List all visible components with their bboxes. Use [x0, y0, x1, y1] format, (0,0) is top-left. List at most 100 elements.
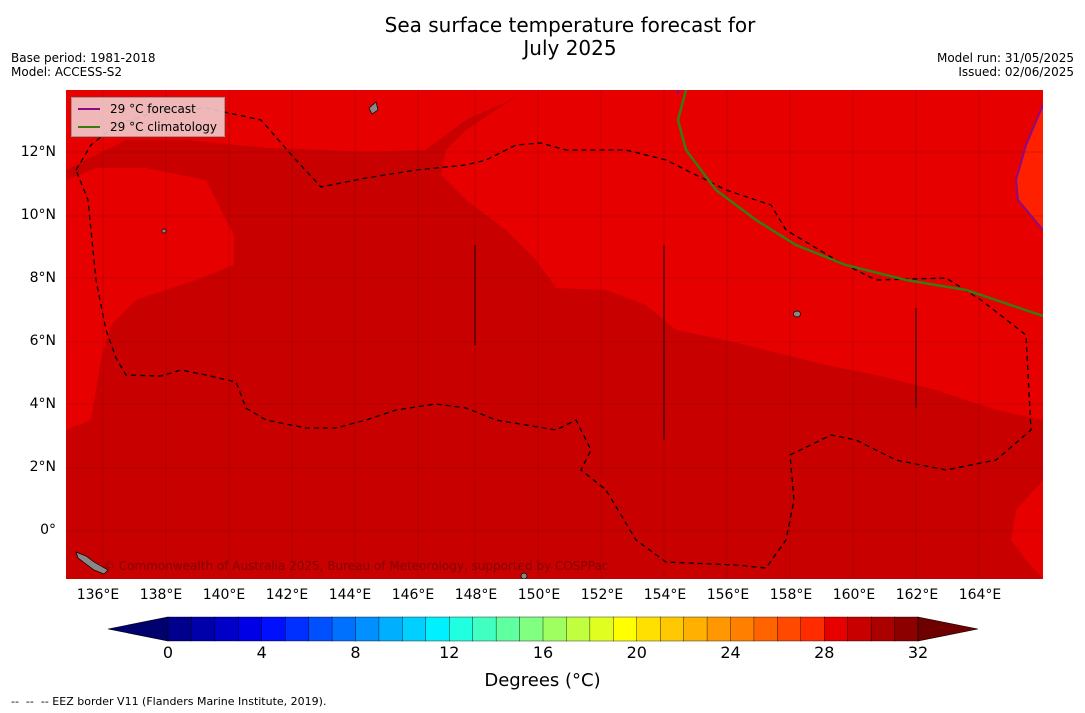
colorbar-segment — [378, 616, 403, 642]
climatology-29-contour — [676, 90, 1043, 318]
colorbar-segment — [238, 616, 263, 642]
colorbar-segment — [472, 616, 497, 642]
base-period: Base period: 1981-2018 — [11, 51, 156, 65]
colorbar-tick-label: 4 — [256, 643, 267, 662]
longitude-tick-label: 138°E — [139, 587, 183, 603]
longitude-tick-label: 152°E — [580, 587, 624, 603]
latitude-tick-label: 10°N — [20, 207, 56, 223]
longitude-tick-label: 162°E — [895, 587, 939, 603]
graticule — [66, 90, 1043, 579]
colorbar-segment — [261, 616, 286, 642]
forecast-29-contour — [1014, 104, 1043, 231]
latitude-tick-label: 4°N — [29, 396, 56, 412]
longitude-tick-label: 150°E — [517, 587, 561, 603]
longitude-tick-label: 158°E — [769, 587, 813, 603]
latitude-tick-label: 0° — [40, 522, 56, 538]
colorbar-segment — [542, 616, 567, 642]
island-pohnpei — [793, 310, 801, 318]
map-title: Sea surface temperature forecast for Jul… — [0, 14, 1085, 60]
colorbar-segment — [214, 616, 239, 642]
eez-footnote: -- -- -- EEZ border V11 (Flanders Marine… — [11, 695, 327, 708]
model-run-date: Model run: 31/05/2025 — [936, 51, 1074, 65]
colorbar-tick-label: 0 — [162, 643, 174, 662]
island-south — [520, 572, 528, 579]
land-masses — [75, 101, 801, 579]
map-legend: 29 °C forecast 29 °C climatology — [71, 97, 225, 137]
colorbar-tick-label: 20 — [626, 643, 647, 662]
sst-zone-hot-east — [1016, 105, 1043, 230]
colorbar-segment — [800, 616, 825, 642]
colorbar-svg — [107, 616, 979, 642]
colorbar-segment — [167, 616, 192, 642]
sst-zone-southeast — [1011, 480, 1043, 579]
colorbar-under-arrow — [107, 616, 169, 642]
colorbar-segment — [425, 616, 450, 642]
colorbar-tick-label: 8 — [350, 643, 361, 662]
colorbar-tick-label: 12 — [439, 643, 460, 662]
colorbar-label: Degrees (°C) — [484, 670, 601, 691]
longitude-tick-label: 160°E — [832, 587, 876, 603]
model-name: Model: ACCESS-S2 — [11, 65, 123, 79]
sst-map-svg — [66, 90, 1043, 579]
colorbar-segment — [824, 616, 849, 642]
colorbar-segment — [870, 616, 896, 642]
colorbar-segment — [308, 616, 333, 642]
longitude-tick-label: 146°E — [391, 587, 435, 603]
colorbar-over-arrow — [917, 616, 979, 642]
colorbar-tick-label: 28 — [814, 643, 835, 662]
colorbar-segment — [449, 616, 474, 642]
colorbar-segment — [894, 616, 919, 642]
latitude-tick-label: 12°N — [20, 144, 56, 160]
colorbar-segment — [519, 616, 544, 642]
colorbar-segment — [777, 616, 802, 642]
latitude-tick-label: 8°N — [29, 270, 56, 286]
eez-borders — [75, 107, 1032, 569]
legend-forecast: 29 °C forecast — [78, 102, 196, 116]
latitude-tick-label: 2°N — [29, 459, 56, 475]
island-small — [161, 228, 167, 234]
longitude-tick-label: 154°E — [643, 587, 687, 603]
colorbar-segment — [355, 616, 380, 642]
longitude-tick-label: 144°E — [328, 587, 372, 603]
colorbar-segment — [284, 616, 310, 642]
legend-climatology: 29 °C climatology — [78, 120, 217, 134]
colorbar — [107, 616, 979, 646]
longitude-tick-label: 136°E — [76, 587, 120, 603]
colorbar-segment — [402, 616, 427, 642]
base-info: Base period: 1981-2018 Model: ACCESS-S2 — [11, 51, 156, 79]
colorbar-segment — [613, 616, 638, 642]
colorbar-segment — [730, 616, 755, 642]
copyright-notice: © Commonwealth of Australia 2025, Bureau… — [103, 559, 609, 573]
island-new-guinea-coast — [75, 551, 109, 575]
sst-map[interactable] — [66, 90, 1043, 579]
legend-forecast-label: 29 °C forecast — [110, 102, 196, 116]
colorbar-segment — [636, 616, 661, 642]
colorbar-segment — [753, 616, 778, 642]
colorbar-tick-label: 16 — [532, 643, 554, 662]
colorbar-segment — [191, 616, 216, 642]
colorbar-tick-label: 32 — [907, 643, 929, 662]
colorbar-tick-label: 24 — [720, 643, 741, 662]
colorbar-segment — [683, 616, 708, 642]
colorbar-segment — [495, 616, 521, 642]
title-line-1: Sea surface temperature forecast for — [384, 13, 756, 37]
longitude-tick-label: 164°E — [958, 587, 1002, 603]
longitude-tick-label: 156°E — [706, 587, 750, 603]
latitude-tick-label: 6°N — [29, 333, 56, 349]
island-northern — [368, 101, 379, 115]
sst-zone-northeast — [441, 90, 1043, 420]
legend-climatology-swatch — [78, 126, 100, 128]
colorbar-segment — [659, 616, 685, 642]
longitude-tick-label: 140°E — [202, 587, 246, 603]
colorbar-segment — [847, 616, 872, 642]
legend-forecast-swatch — [78, 108, 100, 110]
colorbar-segment — [566, 616, 591, 642]
longitude-tick-label: 142°E — [265, 587, 309, 603]
longitude-tick-label: 148°E — [454, 587, 498, 603]
run-info: Model run: 31/05/2025 Issued: 02/06/2025 — [937, 51, 1074, 79]
colorbar-segment — [706, 616, 731, 642]
title-line-2: July 2025 — [523, 36, 617, 60]
colorbar-segment — [331, 616, 356, 642]
colorbar-segment — [589, 616, 614, 642]
sst-zone-west — [66, 168, 234, 430]
